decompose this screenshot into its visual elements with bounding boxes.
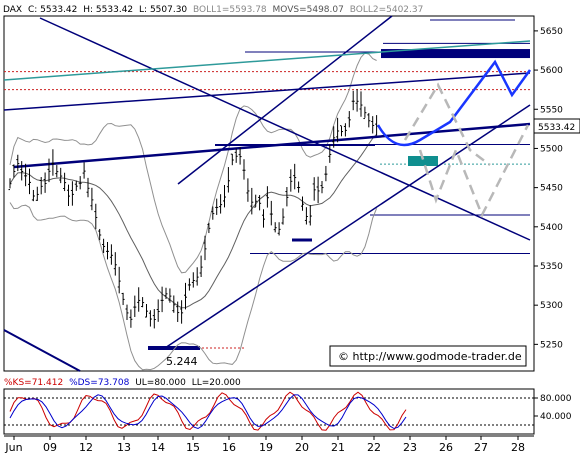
x-tick-label: Jun: [4, 441, 22, 454]
uptrend-steep-line: [177, 15, 393, 185]
stoch-ds: %DS=73.708: [69, 378, 130, 388]
instrument: DAX: [3, 5, 22, 15]
gray-projection-lower: [418, 124, 530, 219]
x-tick-label: 22: [367, 441, 381, 454]
bollinger-lower: [9, 202, 378, 371]
last-price-box: [533, 118, 580, 134]
header-readout: DAX C: 5533.42 H: 5533.42 L: 5507.30 BOL…: [3, 5, 423, 15]
gray-projection-upper: [403, 82, 491, 166]
copyright-box: [329, 345, 527, 367]
stoch-k-line: [9, 391, 407, 431]
x-tick-label: 15: [186, 441, 200, 454]
low-annotation: 5.244: [166, 355, 198, 368]
downtrend-line: [39, 17, 531, 241]
stoch-d-line: [9, 394, 407, 430]
price-tick-label: 5250: [540, 340, 563, 350]
bollinger-middle: [9, 134, 377, 309]
x-tick-label: 26: [439, 441, 453, 454]
x-tick-label: 20: [295, 441, 309, 454]
stoch-ll: LL=20.000: [192, 378, 241, 388]
stoch-readout: %KS=71.412 %DS=73.708 UL=80.000 LL=20.00…: [4, 378, 241, 388]
price-tick-label: 5600: [540, 66, 563, 76]
price-bars: [8, 89, 379, 329]
trendlines: [3, 15, 531, 372]
price-tick-label: 5300: [540, 301, 563, 311]
low-value: L: 5507.30: [139, 5, 187, 15]
resistance-zone-box: [381, 49, 530, 59]
teal-channel-line: [3, 40, 531, 81]
bollinger-bands: [9, 52, 378, 371]
horizontal-channel-upper: [3, 72, 531, 111]
x-tick-label: 21: [331, 441, 345, 454]
price-tick-label: 5400: [540, 223, 563, 233]
stoch-tick-label: 40.000: [540, 412, 572, 422]
x-tick-label: 28: [511, 441, 525, 454]
header-bar: [0, 0, 580, 16]
price-axis: 5650 5600 5550 5500 5450 5400 5350 5300 5250: [534, 27, 563, 350]
price-tick-label: 5650: [540, 27, 563, 37]
projections: [376, 59, 532, 219]
price-tick-label: 5500: [540, 144, 563, 154]
stoch-tick-label: 80.000: [540, 394, 572, 404]
close-value: C: 5533.42: [28, 5, 77, 15]
x-tick-label: 23: [403, 441, 417, 454]
x-tick-label: 19: [259, 441, 273, 454]
x-tick-label: 12: [79, 441, 93, 454]
copyright-text: © http://www.godmode-trader.de: [338, 350, 522, 363]
x-tick-label: 14: [151, 441, 165, 454]
lower-left-line: [3, 329, 81, 372]
x-tick-label: 27: [474, 441, 488, 454]
high-value: H: 5533.42: [83, 5, 133, 15]
stoch-frame: [3, 388, 535, 435]
last-price-label: 5533.42: [538, 123, 575, 133]
stoch-ul: UL=80.000: [135, 378, 186, 388]
x-tick-label: 16: [222, 441, 236, 454]
boll1-value: BOLL1=5593.78: [193, 5, 267, 15]
boll2-value: BOLL2=5402.37: [350, 5, 424, 15]
price-tick-label: 5350: [540, 262, 563, 272]
price-tick-label: 5550: [540, 105, 563, 115]
blue-projection-path: [376, 59, 532, 147]
movs-value: MOVS=5498.07: [273, 5, 344, 15]
x-tick-label: 13: [117, 441, 131, 454]
price-tick-label: 5450: [540, 184, 563, 194]
support-zone-box: [408, 156, 438, 166]
stoch-ks: %KS=71.412: [4, 378, 63, 388]
x-tick-label: 09: [43, 441, 57, 454]
x-axis: Jun 09 12 13 14 15 16 19 20 21 22 23 26 27 28: [4, 435, 534, 454]
price-plot-frame: [3, 15, 535, 372]
bollinger-upper: [9, 52, 377, 274]
stochastic-panel: 80.000 40.000: [4, 391, 572, 431]
